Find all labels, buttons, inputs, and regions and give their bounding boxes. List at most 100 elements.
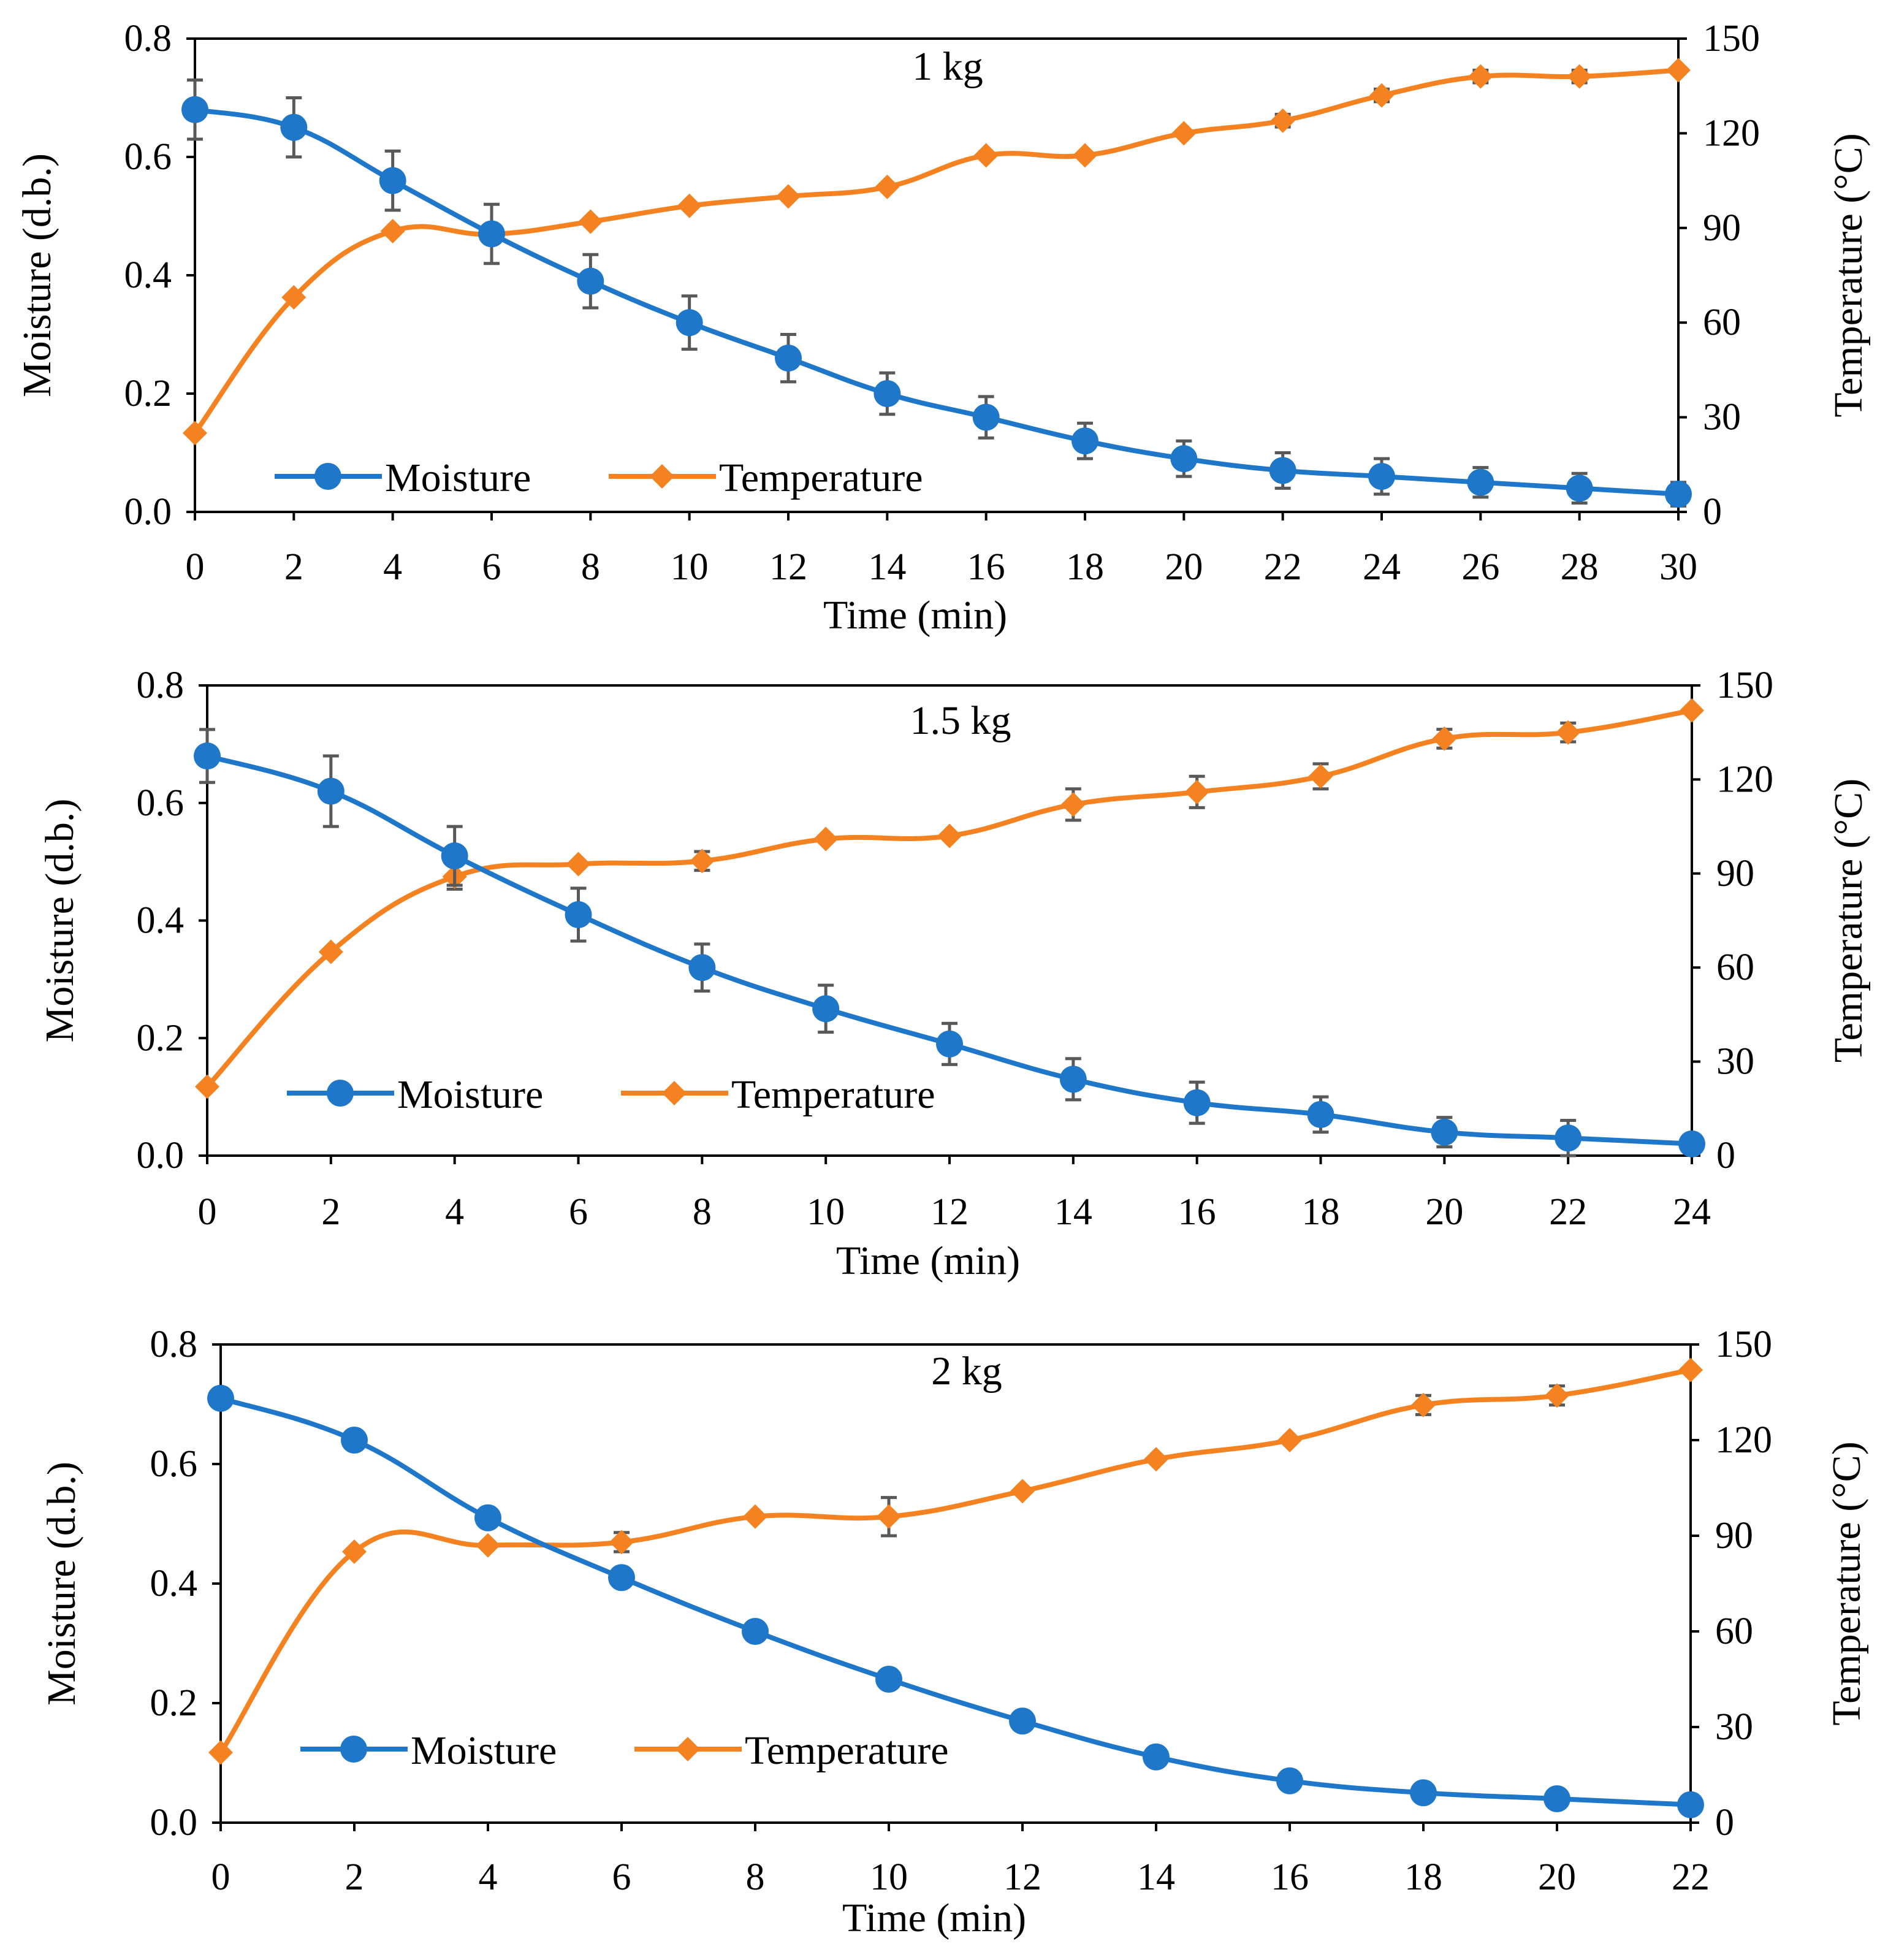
x-tick-label: 20: [1425, 1191, 1463, 1233]
temperature-point: [380, 218, 405, 243]
y-tick-label: 0.2: [150, 1682, 198, 1724]
temperature-point: [690, 848, 715, 874]
legend-moisture-marker: [314, 463, 341, 490]
legend-temperature-marker: [676, 1737, 700, 1761]
x-tick-label: 0: [198, 1191, 217, 1233]
series-line-moisture: [194, 107, 1679, 497]
temperature-point: [208, 1740, 233, 1765]
y-tick-label: 0.4: [150, 1563, 198, 1604]
moisture-point: [742, 1618, 769, 1645]
y-axis-title: Moisture (d.b.): [37, 799, 82, 1043]
temperature-point: [318, 939, 343, 964]
temperature-point: [1678, 1357, 1703, 1382]
x-tick-label: 14: [1137, 1856, 1175, 1898]
moisture-point: [207, 1384, 234, 1412]
y2-tick-label: 30: [1703, 397, 1741, 438]
series-temperature: [195, 698, 1704, 1099]
temperature-point: [281, 285, 306, 310]
temperature-point: [1666, 58, 1691, 83]
x-tick-label: 2: [345, 1856, 364, 1898]
temperature-point: [813, 826, 839, 852]
y2-tick-label: 120: [1703, 112, 1760, 154]
temperature-point: [1680, 698, 1704, 723]
moisture-point: [1059, 1066, 1087, 1093]
series-line-temperature: [218, 1367, 1691, 1754]
chart-panel-2: 0 2 4 6 8 10 12 14 16 18 20 22 240.00.20.40.60.80306…: [37, 665, 1871, 1283]
temperature-point: [1369, 83, 1394, 108]
x-tick-label: 6: [482, 546, 501, 588]
temperature-point: [578, 209, 603, 234]
temperature-point: [566, 852, 591, 877]
temperature-point: [877, 1504, 901, 1529]
moisture-point: [1665, 481, 1692, 508]
legend: Moisture Temperature: [287, 1072, 935, 1117]
panel-title: 2 kg: [931, 1349, 1002, 1394]
y-axis-title: Moisture (d.b.): [39, 1462, 84, 1706]
y2-tick-label: 0: [1715, 1802, 1734, 1844]
x-axis-title: Time (min): [836, 1238, 1020, 1283]
moisture-point: [441, 842, 468, 870]
legend-temperature-marker: [662, 1081, 687, 1105]
temperature-point: [1277, 1428, 1302, 1452]
y2-tick-label: 150: [1715, 1324, 1772, 1365]
moisture-point: [1566, 475, 1593, 502]
y-tick-label: 0.0: [124, 491, 172, 533]
x-tick-label: 20: [1165, 546, 1203, 588]
temperature-point: [875, 174, 900, 199]
y2-tick-label: 150: [1716, 665, 1773, 706]
temperature-point: [677, 193, 702, 218]
moisture-point: [1410, 1779, 1437, 1807]
moisture-point: [1276, 1767, 1303, 1794]
moisture-point: [577, 267, 604, 295]
x-tick-label: 4: [383, 546, 402, 588]
x-tick-label: 16: [1271, 1856, 1309, 1898]
moisture-point: [1009, 1707, 1036, 1735]
x-tick-label: 24: [1363, 546, 1401, 588]
temperature-point: [1144, 1447, 1168, 1472]
moisture-point: [1467, 468, 1494, 496]
temperature-point: [937, 823, 962, 848]
moisture-point: [1170, 445, 1198, 473]
temperature-point: [1556, 720, 1581, 745]
temperature-point: [1411, 1392, 1436, 1417]
moisture-point: [280, 113, 308, 141]
x-tick-label: 16: [1178, 1191, 1216, 1233]
plot-frame: [194, 37, 1680, 513]
temperature-point: [1270, 108, 1295, 133]
temperature-point: [743, 1504, 767, 1529]
x-tick-label: 18: [1404, 1856, 1442, 1898]
y2-axis-title: Temperature (°C): [1826, 779, 1871, 1062]
y2-tick-label: 60: [1703, 302, 1741, 343]
series-moisture: [181, 78, 1692, 508]
y2-tick-label: 60: [1716, 947, 1754, 988]
temperature-point: [1073, 143, 1097, 168]
temperature-point: [776, 184, 801, 209]
x-tick-label: 8: [746, 1856, 765, 1898]
y2-tick-label: 90: [1703, 207, 1741, 249]
legend-moisture-marker: [340, 1736, 367, 1763]
y-axis-title: Moisture (d.b.): [15, 153, 59, 397]
x-axis-title: Time (min): [842, 1896, 1026, 1940]
moisture-point: [1555, 1124, 1582, 1152]
moisture-point: [565, 901, 592, 928]
y2-tick-label: 60: [1715, 1611, 1753, 1652]
series-moisture: [207, 1384, 1704, 1818]
series-temperature: [208, 1357, 1703, 1765]
moisture-point: [688, 954, 716, 982]
moisture-point: [1678, 1130, 1705, 1157]
y2-tick-label: 120: [1715, 1419, 1772, 1461]
x-axis-title: Time (min): [823, 593, 1007, 638]
x-tick-label: 12: [769, 546, 807, 588]
series-temperature: [183, 58, 1691, 446]
y-tick-label: 0.8: [124, 18, 172, 59]
x-tick-label: 2: [321, 1191, 340, 1233]
x-tick-label: 0: [211, 1856, 230, 1898]
panel-title: 1 kg: [912, 44, 983, 89]
series-moisture: [194, 728, 1705, 1157]
x-tick-label: 10: [870, 1856, 908, 1898]
legend-moisture-marker: [327, 1080, 354, 1107]
chart-panel-3: 0 2 4 6 8 10 12 14 16 18 20 22 0.0 0.2 0.4 0.6 0.8 0 30 60 9…: [39, 1324, 1869, 1940]
x-tick-label: 4: [445, 1191, 464, 1233]
x-tick-label: 14: [868, 546, 906, 588]
